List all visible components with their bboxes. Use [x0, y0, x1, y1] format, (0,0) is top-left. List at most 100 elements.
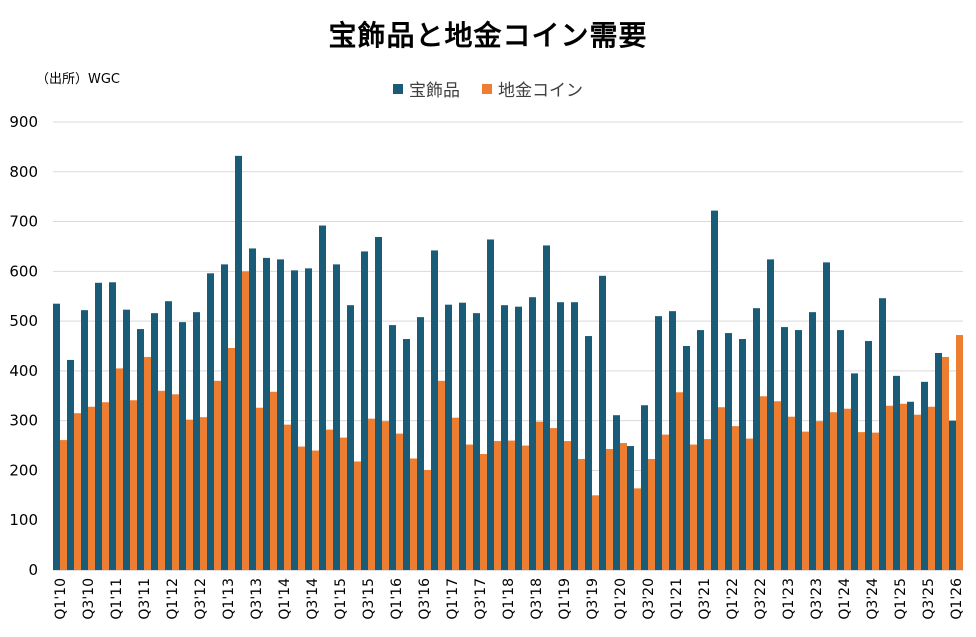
legend: 宝飾品 地金コイン: [0, 76, 976, 101]
x-tick-label: Q1'26: [949, 578, 965, 620]
bar-bar-coin: [620, 443, 627, 570]
bar-bar-coin: [816, 421, 823, 570]
bar-bar-coin: [452, 417, 459, 570]
y-tick-label: 300: [9, 412, 38, 430]
bar-jewelry: [669, 311, 676, 570]
bar-bar-coin: [410, 458, 417, 570]
bar-bar-coin: [396, 433, 403, 570]
bar-bar-coin: [928, 406, 935, 570]
bar-bar-coin: [74, 413, 81, 570]
bar-bar-coin: [102, 402, 109, 570]
x-tick-label: Q3'23: [809, 578, 825, 620]
bar-bar-coin: [368, 418, 375, 570]
bar-bar-coin: [144, 356, 151, 570]
bar-jewelry: [767, 259, 774, 570]
bar-bar-coin: [508, 440, 515, 570]
bar-jewelry: [795, 330, 802, 570]
x-tick-label: Q1'13: [221, 578, 237, 620]
bar-jewelry: [193, 312, 200, 570]
bar-bar-coin: [382, 421, 389, 570]
x-tick-label: Q1'21: [669, 578, 685, 620]
bar-jewelry: [599, 275, 606, 570]
bar-bar-coin: [438, 380, 445, 570]
bar-bar-coin: [88, 406, 95, 570]
chart-title: 宝飾品と地金コイン需要: [328, 19, 648, 52]
bar-bar-coin: [116, 368, 123, 570]
bar-jewelry: [921, 381, 928, 570]
bar-jewelry: [249, 248, 256, 571]
bar-bar-coin: [480, 454, 487, 570]
bar-jewelry: [627, 446, 634, 570]
bar-jewelry: [487, 239, 494, 570]
bar-bar-coin: [172, 394, 179, 570]
bar-jewelry: [277, 259, 284, 570]
bar-bar-coin: [648, 458, 655, 570]
bar-bar-coin: [718, 407, 725, 570]
bar-bar-coin: [270, 391, 277, 570]
x-tick-label: Q3'22: [753, 578, 769, 620]
bar-jewelry: [557, 302, 564, 570]
bar-bar-coin: [760, 396, 767, 570]
x-tick-label: Q1'10: [53, 578, 69, 620]
y-tick-label: 800: [9, 163, 38, 181]
bar-jewelry: [431, 250, 438, 570]
bar-jewelry: [543, 245, 550, 570]
bar-jewelry: [417, 317, 424, 570]
bar-jewelry: [459, 302, 466, 570]
bar-jewelry: [207, 273, 214, 570]
bar-bar-coin: [732, 426, 739, 570]
x-tick-label: Q1'20: [613, 578, 629, 620]
bar-bar-coin: [858, 432, 865, 570]
legend-item-jewelry: 宝飾品: [393, 76, 460, 101]
bar-jewelry: [221, 264, 228, 570]
bar-jewelry: [319, 225, 326, 570]
y-tick-label: 0: [28, 561, 38, 579]
y-tick-label: 500: [9, 312, 38, 330]
bar-jewelry: [123, 309, 130, 570]
bar-jewelry: [781, 327, 788, 570]
bar-bar-coin: [158, 390, 165, 570]
legend-label-jewelry: 宝飾品: [409, 81, 460, 101]
bar-jewelry: [865, 341, 872, 570]
x-tick-label: Q3'18: [529, 578, 545, 620]
bar-jewelry: [879, 298, 886, 570]
bar-jewelry: [501, 305, 508, 570]
bar-bar-coin: [774, 401, 781, 570]
bar-jewelry: [753, 308, 760, 570]
bar-bar-coin: [746, 438, 753, 570]
bar-jewelry: [53, 303, 60, 570]
bar-bar-coin: [536, 421, 543, 570]
bar-jewelry: [151, 313, 158, 570]
bar-bar-coin: [900, 403, 907, 570]
bar-jewelry: [389, 325, 396, 570]
bar-bar-coin: [676, 392, 683, 570]
bar-jewelry: [725, 333, 732, 570]
x-tick-label: Q3'15: [361, 578, 377, 620]
bar-bar-coin: [634, 488, 641, 570]
bar-bar-coin: [60, 440, 67, 570]
bar-jewelry: [137, 329, 144, 570]
x-tick-label: Q3'13: [249, 578, 265, 620]
bar-jewelry: [571, 302, 578, 570]
y-tick-label: 700: [9, 213, 38, 231]
bar-bar-coin: [872, 432, 879, 570]
legend-swatch-jewelry: [393, 83, 403, 94]
y-tick-label: 100: [9, 511, 38, 529]
bar-bar-coin: [284, 424, 291, 570]
x-tick-label: Q1'23: [781, 578, 797, 620]
bar-bar-coin: [662, 434, 669, 570]
x-tick-label: Q1'24: [837, 578, 853, 620]
bar-bar-coin: [844, 408, 851, 570]
bar-bar-coin: [326, 429, 333, 570]
y-tick-label: 400: [9, 362, 38, 380]
x-tick-label: Q1'18: [501, 578, 517, 620]
x-tick-label: Q1'22: [725, 578, 741, 620]
bar-jewelry: [697, 330, 704, 570]
y-tick-label: 600: [9, 262, 38, 280]
x-tick-label: Q1'15: [333, 578, 349, 620]
bar-bar-coin: [340, 437, 347, 570]
bar-bar-coin: [914, 414, 921, 570]
bar-bar-coin: [186, 419, 193, 570]
legend-label-bar-coin: 地金コイン: [498, 81, 583, 101]
